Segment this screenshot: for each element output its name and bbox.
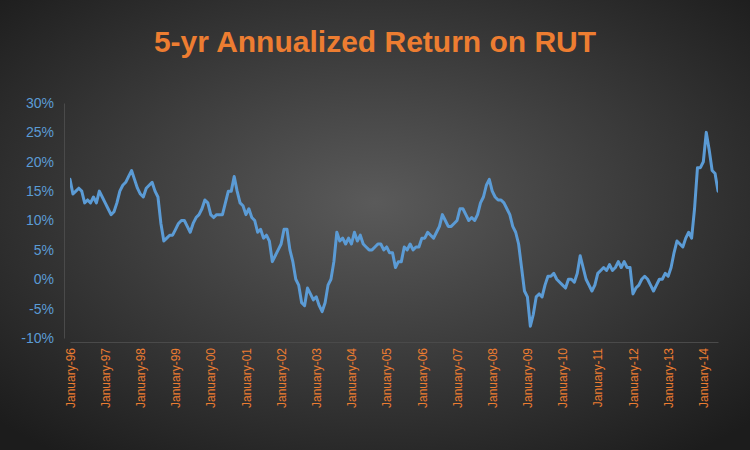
y-tick-label: 15% [26,183,54,199]
plot-area [70,132,718,326]
title: 5-yr Annualized Return on RUT [154,25,596,58]
y-tick-label: 10% [26,212,54,228]
x-tick-label: January-96 [64,348,78,408]
x-tick-label: January-06 [416,348,430,408]
x-tick-label: January-09 [521,348,535,408]
x-tick-label: January-07 [451,348,465,408]
x-tick: January-08 [486,342,500,408]
x-tick: January-11 [591,342,605,407]
x-tick-label: January-98 [134,348,148,408]
y-tick-label: -5% [29,301,54,317]
y-tick: -10% [21,330,64,346]
x-tick-label: January-97 [99,348,113,408]
x-tick: January-97 [99,342,113,408]
y-tick: 0% [34,271,64,287]
x-tick: January-14 [697,342,711,408]
x-tick: January-09 [521,342,535,408]
chart: 5-yr Annualized Return on RUT -10% -5% 0% 5%… [0,0,750,450]
y-tick: -5% [29,301,64,317]
y-tick: 25% [26,124,64,140]
x-tick: January-01 [240,342,254,408]
x-tick: January-98 [134,342,148,408]
y-tick: 10% [26,212,64,228]
x-tick-label: January-08 [486,348,500,408]
line [70,132,718,326]
x-tick-label: January-14 [697,348,711,408]
x-tick: January-96 [64,342,78,408]
x-tick-label: January-04 [345,348,359,408]
x-tick: January-05 [380,342,394,408]
x-axis: January-96 January-97 January-98 January-99… [64,342,719,408]
y-tick-label: 25% [26,124,54,140]
x-tick: January-02 [275,342,289,408]
x-tick: January-12 [627,342,641,408]
y-tick: 5% [34,242,64,258]
x-axis-line [71,342,719,343]
x-tick-label: January-00 [204,348,218,408]
x-tick: January-10 [556,342,570,408]
x-tick-label: January-10 [556,348,570,408]
y-tick-label: 5% [34,242,54,258]
y-tick: 30% [26,95,64,111]
y-tick-label: 0% [34,271,54,287]
x-tick-label: January-02 [275,348,289,408]
x-tick: January-04 [345,342,359,408]
x-tick: January-99 [169,342,183,408]
x-tick-label: January-03 [310,348,324,408]
y-tick-label: 20% [26,154,54,170]
y-tick-label: 30% [26,95,54,111]
x-tick-label: January-12 [627,348,641,408]
x-tick: January-00 [204,342,218,408]
y-axis: -10% -5% 0% 5% 10% 15% 20% 25% 30% [21,95,64,346]
x-tick-label: January-01 [240,348,254,408]
x-tick: January-07 [451,342,465,408]
background [0,0,750,450]
y-tick: 15% [26,183,64,199]
y-axis-line [64,104,65,339]
x-tick-label: January-11 [591,348,605,407]
x-tick-label: January-13 [662,348,676,408]
x-tick-label: January-99 [169,348,183,408]
y-tick: 20% [26,154,64,170]
x-tick: January-13 [662,342,676,408]
x-tick: January-03 [310,342,324,408]
y-tick-label: -10% [21,330,54,346]
x-tick: January-06 [416,342,430,408]
x-tick-label: January-05 [380,348,394,408]
